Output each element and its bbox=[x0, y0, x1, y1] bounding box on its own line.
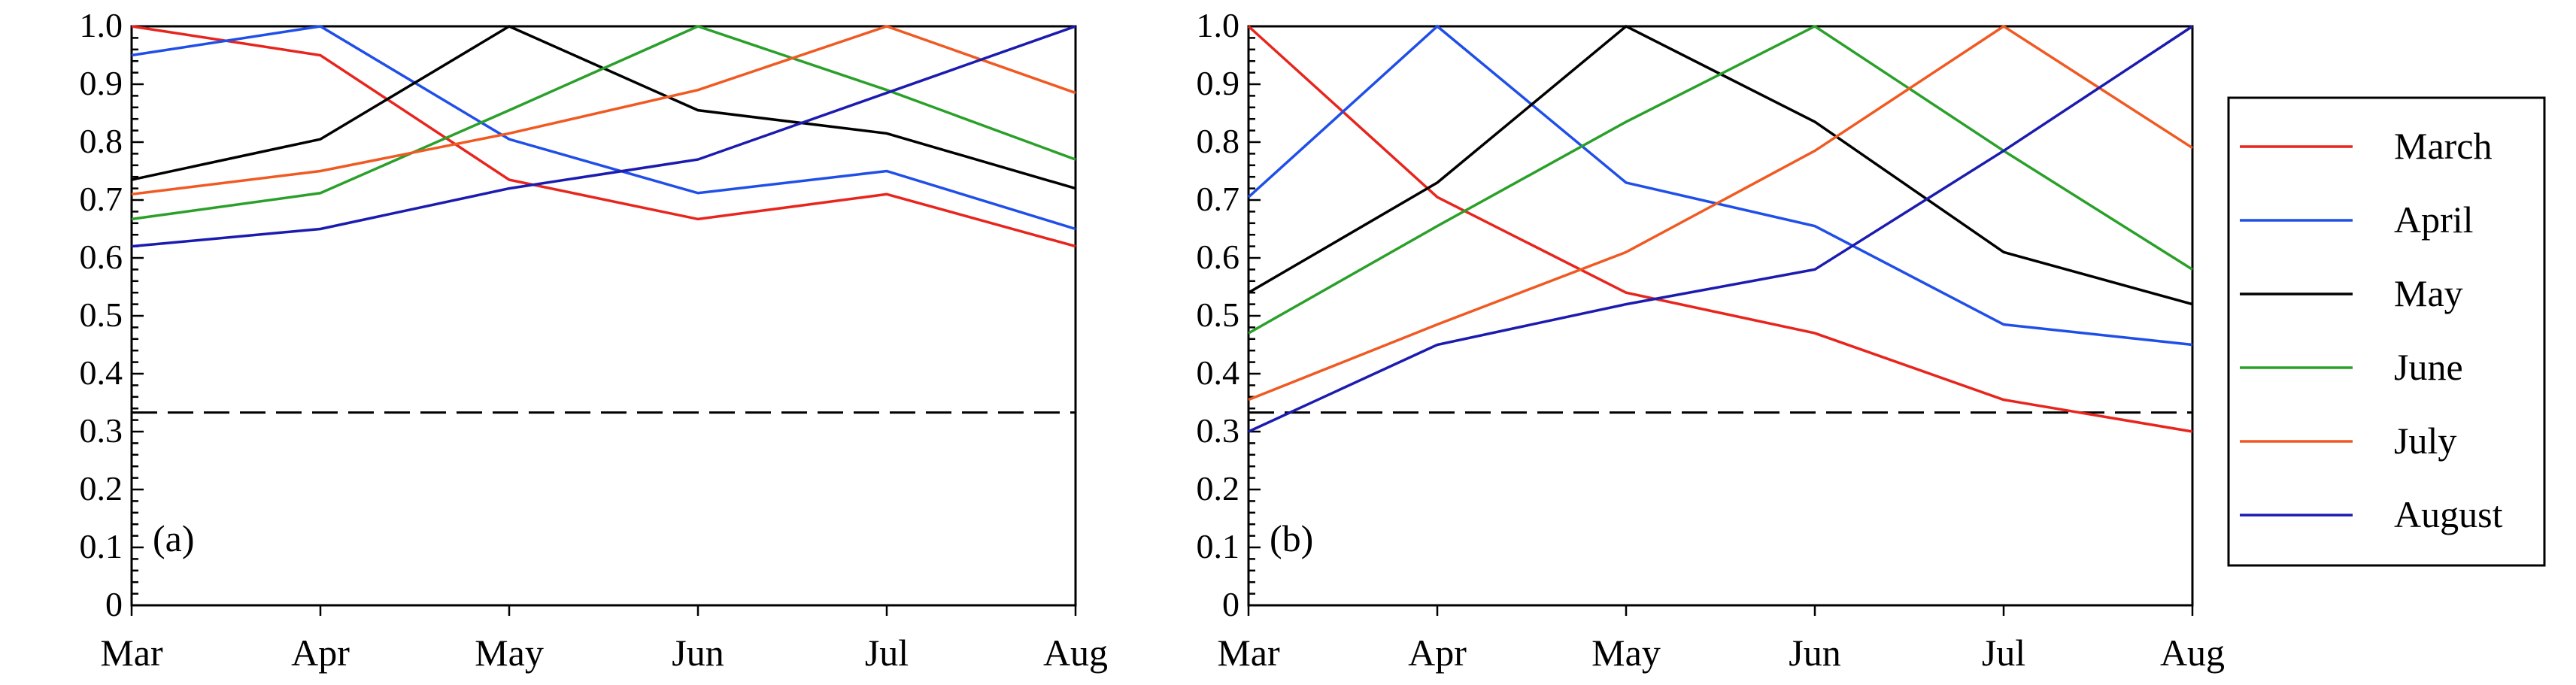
y-tick-label: 0.5 bbox=[80, 296, 123, 334]
legend-label-may: May bbox=[2394, 272, 2463, 314]
y-tick-label: 0.7 bbox=[80, 180, 123, 218]
series-line-june bbox=[131, 25, 1076, 221]
y-tick-label: 0.3 bbox=[1197, 411, 1240, 450]
x-tick-label: Jun bbox=[672, 632, 724, 674]
plot-frame bbox=[130, 25, 1077, 607]
series-line-april bbox=[131, 25, 1076, 231]
plot-frame bbox=[1247, 25, 2194, 607]
series-line-july bbox=[131, 25, 1076, 196]
y-tick-label: 0.6 bbox=[80, 238, 123, 276]
legend-label-april: April bbox=[2394, 199, 2474, 241]
x-tick-label: Jul bbox=[1982, 632, 2025, 674]
chart-panel-b: 0 0.1 0.2 0.3 0.4 0.5 0.6 0.7 0.8 0.9 1.0 Mar Apr May… bbox=[1197, 6, 2226, 674]
legend-label-june: June bbox=[2394, 346, 2463, 388]
legend-frame bbox=[2227, 96, 2546, 567]
y-tick-label: 0.1 bbox=[1197, 527, 1240, 565]
y-tick-label: 0.8 bbox=[1197, 122, 1240, 160]
x-tick-label: Mar bbox=[100, 632, 163, 674]
series-line-april bbox=[1247, 24, 2193, 347]
y-tick-label: 0.2 bbox=[80, 469, 123, 508]
x-tick-label: Apr bbox=[1408, 632, 1467, 674]
panel-label: (b) bbox=[1270, 517, 1313, 559]
y-tick-label: 0.5 bbox=[1197, 296, 1240, 334]
y-tick-label: 0.6 bbox=[1197, 238, 1240, 276]
y-tick-label: 0.2 bbox=[1197, 469, 1240, 508]
legend: March April May June July August bbox=[2227, 96, 2546, 567]
x-tick-label: Apr bbox=[291, 632, 350, 674]
y-tick-label: 0.1 bbox=[80, 527, 123, 565]
x-tick-label: Aug bbox=[2160, 632, 2225, 674]
y-tick-label: 0.7 bbox=[1197, 180, 1240, 218]
chart-panel-a: 0 0.1 0.2 0.3 0.4 0.5 0.6 0.7 0.8 0.9 1.0 Mar Apr May… bbox=[80, 6, 1109, 674]
legend-label-july: July bbox=[2394, 420, 2456, 462]
series-line-march bbox=[131, 25, 1076, 248]
y-tick-label: 0.3 bbox=[80, 411, 123, 450]
series-line-june bbox=[1248, 24, 2193, 335]
y-tick-label: 1.0 bbox=[1197, 6, 1240, 44]
y-tick-label: 0.8 bbox=[80, 122, 123, 160]
x-tick-label: Jun bbox=[1789, 632, 1840, 674]
x-tick-label: Aug bbox=[1043, 632, 1108, 674]
x-tick-label: Jul bbox=[865, 632, 909, 674]
y-tick-label: 0.9 bbox=[80, 64, 123, 102]
y-tick-label: 0.9 bbox=[1197, 64, 1240, 102]
series-line-march bbox=[1247, 25, 2193, 433]
y-tick-label: 0.4 bbox=[1197, 353, 1240, 392]
x-tick-label: Mar bbox=[1217, 632, 1280, 674]
x-tick-label: May bbox=[1591, 632, 1661, 674]
series-line-july bbox=[1248, 24, 2193, 402]
y-tick-label: 1.0 bbox=[80, 6, 123, 44]
y-tick-label: 0.4 bbox=[80, 353, 123, 392]
series-line-august bbox=[1248, 25, 2193, 433]
legend-label-march: March bbox=[2394, 125, 2493, 167]
series-line-august bbox=[131, 25, 1076, 248]
x-tick-label: May bbox=[475, 632, 544, 674]
y-tick-label: 0 bbox=[105, 585, 123, 623]
panel-label: (a) bbox=[153, 517, 195, 559]
y-tick-label: 0 bbox=[1222, 585, 1239, 623]
legend-label-august: August bbox=[2394, 493, 2503, 535]
